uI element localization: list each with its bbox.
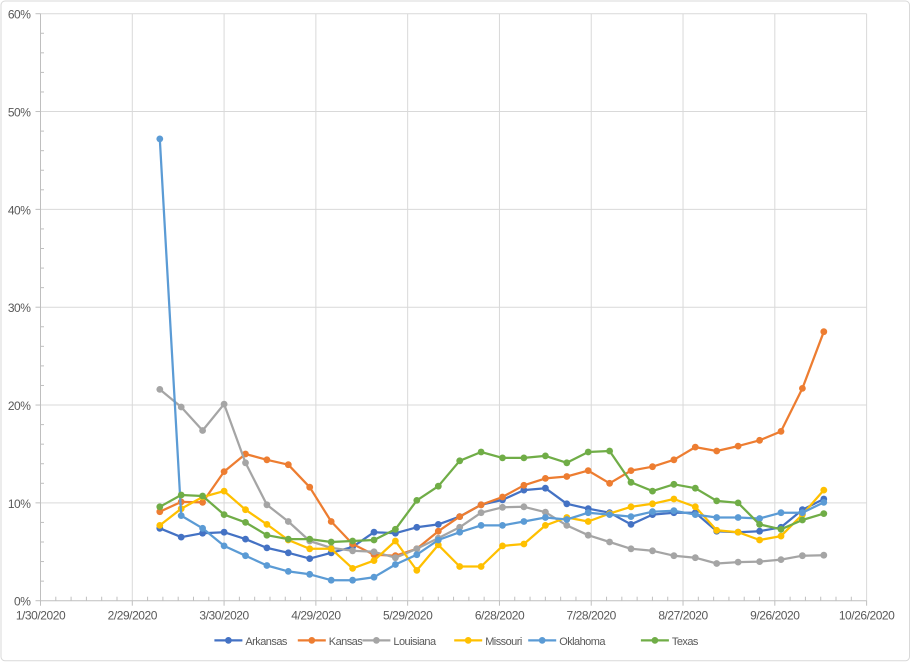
svg-text:Louisiana: Louisiana bbox=[393, 636, 437, 648]
svg-text:Texas: Texas bbox=[672, 636, 699, 648]
svg-text:50%: 50% bbox=[8, 105, 31, 119]
svg-text:60%: 60% bbox=[8, 8, 31, 22]
svg-text:2/29/2020: 2/29/2020 bbox=[108, 609, 158, 623]
svg-text:8/27/2020: 8/27/2020 bbox=[658, 609, 708, 623]
svg-text:Oklahoma: Oklahoma bbox=[559, 636, 606, 648]
svg-text:5/29/2020: 5/29/2020 bbox=[383, 609, 433, 623]
svg-text:1/30/2020: 1/30/2020 bbox=[16, 609, 66, 623]
svg-text:Kansas: Kansas bbox=[329, 636, 363, 648]
svg-text:9/26/2020: 9/26/2020 bbox=[750, 609, 800, 623]
svg-text:7/28/2020: 7/28/2020 bbox=[567, 609, 617, 623]
svg-text:10%: 10% bbox=[8, 497, 31, 511]
svg-text:20%: 20% bbox=[8, 399, 31, 413]
svg-text:3/30/2020: 3/30/2020 bbox=[199, 609, 249, 623]
svg-text:10/26/2020: 10/26/2020 bbox=[839, 609, 895, 623]
svg-text:0%: 0% bbox=[14, 595, 31, 609]
svg-text:6/28/2020: 6/28/2020 bbox=[475, 609, 525, 623]
svg-text:Missouri: Missouri bbox=[485, 636, 522, 648]
svg-text:Arkansas: Arkansas bbox=[245, 636, 288, 648]
svg-text:30%: 30% bbox=[8, 301, 31, 315]
svg-text:4/29/2020: 4/29/2020 bbox=[291, 609, 341, 623]
svg-text:40%: 40% bbox=[8, 203, 31, 217]
